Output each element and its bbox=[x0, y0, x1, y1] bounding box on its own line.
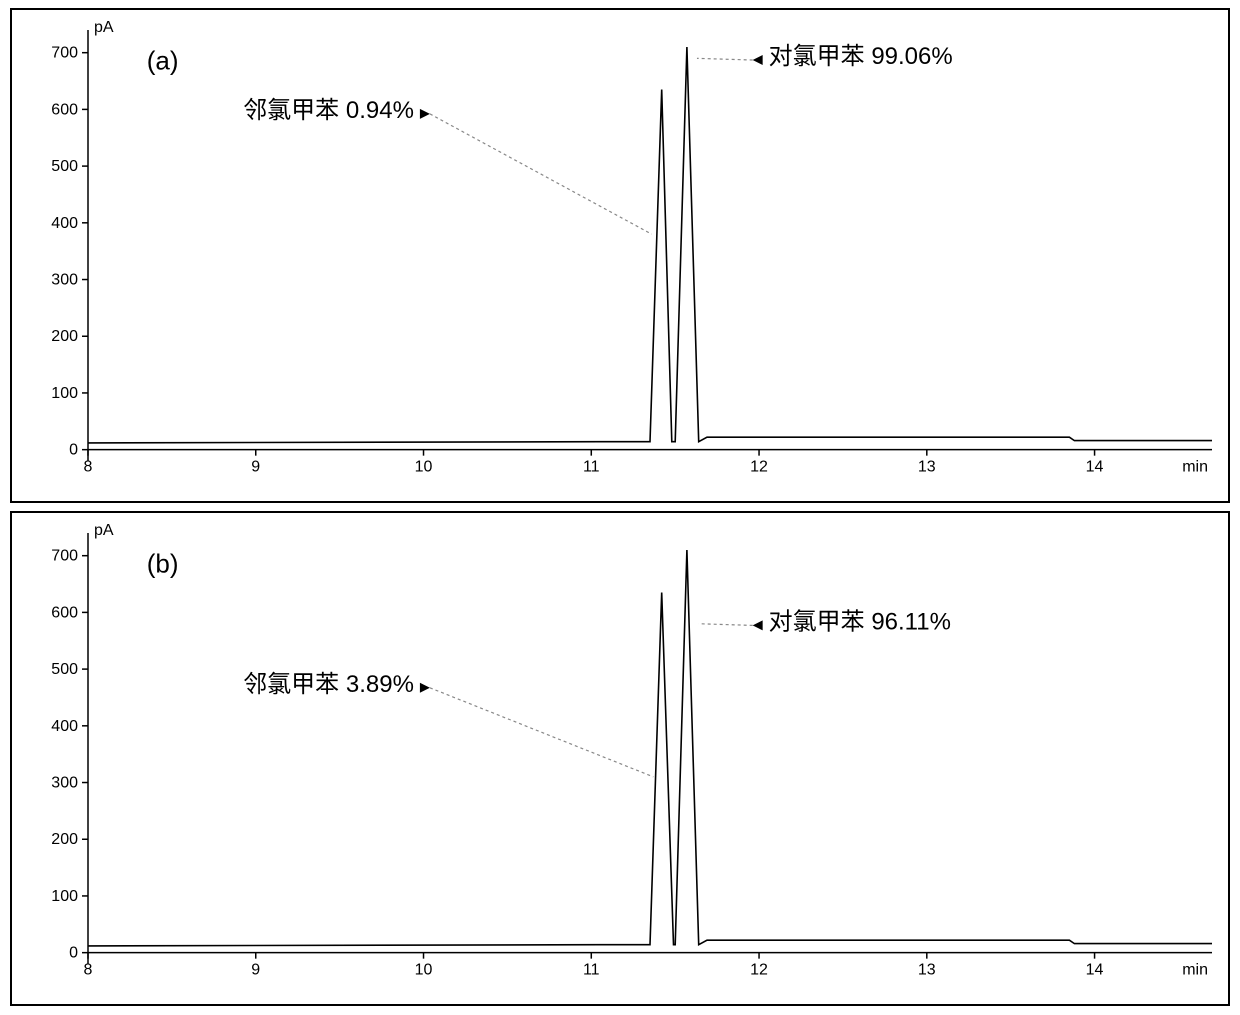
x-tick-label: 8 bbox=[84, 962, 93, 979]
panel-a: 0 100 200 300 400 500 600 700 8 9 10 11 12 13 14 pA min (… bbox=[10, 8, 1230, 503]
y-tick-label: 300 bbox=[51, 272, 78, 289]
peak-annotation: 对氯甲苯 96.11% bbox=[769, 608, 951, 635]
y-tick-label: 0 bbox=[69, 945, 78, 962]
panel-label: (a) bbox=[147, 46, 179, 76]
y-tick-label: 0 bbox=[69, 442, 78, 459]
panel-b: 0 100 200 300 400 500 600 700 8 9 10 11 12 13 14 pA min (… bbox=[10, 511, 1230, 1006]
chromatogram-chart: 0 100 200 300 400 500 600 700 8 9 10 11 12 13 14 pA min (… bbox=[10, 511, 1230, 1006]
x-tick-label: 12 bbox=[750, 962, 768, 979]
peak-annotation: 邻氯甲苯 3.89% bbox=[243, 671, 414, 698]
x-tick-label: 10 bbox=[415, 459, 433, 476]
y-tick-label: 400 bbox=[51, 718, 78, 735]
x-tick-label: 9 bbox=[251, 962, 260, 979]
y-tick-label: 700 bbox=[51, 45, 78, 62]
x-tick-label: 12 bbox=[750, 459, 768, 476]
x-unit-label: min bbox=[1182, 962, 1208, 979]
x-tick-label: 11 bbox=[583, 459, 600, 476]
y-tick-label: 500 bbox=[51, 158, 78, 175]
x-unit-label: min bbox=[1182, 459, 1208, 476]
panel-border bbox=[11, 9, 1229, 502]
y-unit-label: pA bbox=[94, 522, 114, 539]
y-tick-label: 400 bbox=[51, 215, 78, 232]
x-tick-label: 10 bbox=[415, 962, 433, 979]
peak-annotation: 邻氯甲苯 0.94% bbox=[243, 97, 414, 124]
panel-border bbox=[11, 512, 1229, 1005]
peak-annotation: 对氯甲苯 99.06% bbox=[769, 43, 953, 70]
x-tick-label: 9 bbox=[251, 459, 260, 476]
y-tick-label: 300 bbox=[51, 775, 78, 792]
y-tick-label: 600 bbox=[51, 101, 78, 118]
page: 0100200300400500600700891011121314pAmin(… bbox=[0, 0, 1240, 1015]
panel-label: (b) bbox=[147, 549, 179, 579]
chromatogram-chart: 0 100 200 300 400 500 600 700 8 9 10 11 12 13 14 pA min (… bbox=[10, 8, 1230, 503]
y-tick-label: 600 bbox=[51, 604, 78, 621]
y-tick-label: 500 bbox=[51, 661, 78, 678]
x-tick-label: 14 bbox=[1086, 962, 1104, 979]
x-tick-label: 14 bbox=[1086, 459, 1104, 476]
y-tick-label: 100 bbox=[51, 888, 78, 905]
y-tick-label: 200 bbox=[51, 831, 78, 848]
x-tick-label: 13 bbox=[918, 459, 936, 476]
y-tick-label: 200 bbox=[51, 328, 78, 345]
y-unit-label: pA bbox=[94, 19, 114, 36]
x-tick-label: 8 bbox=[84, 459, 93, 476]
x-tick-label: 13 bbox=[918, 962, 936, 979]
y-tick-label: 100 bbox=[51, 385, 78, 402]
y-tick-label: 700 bbox=[51, 548, 78, 565]
x-tick-label: 11 bbox=[583, 962, 600, 979]
